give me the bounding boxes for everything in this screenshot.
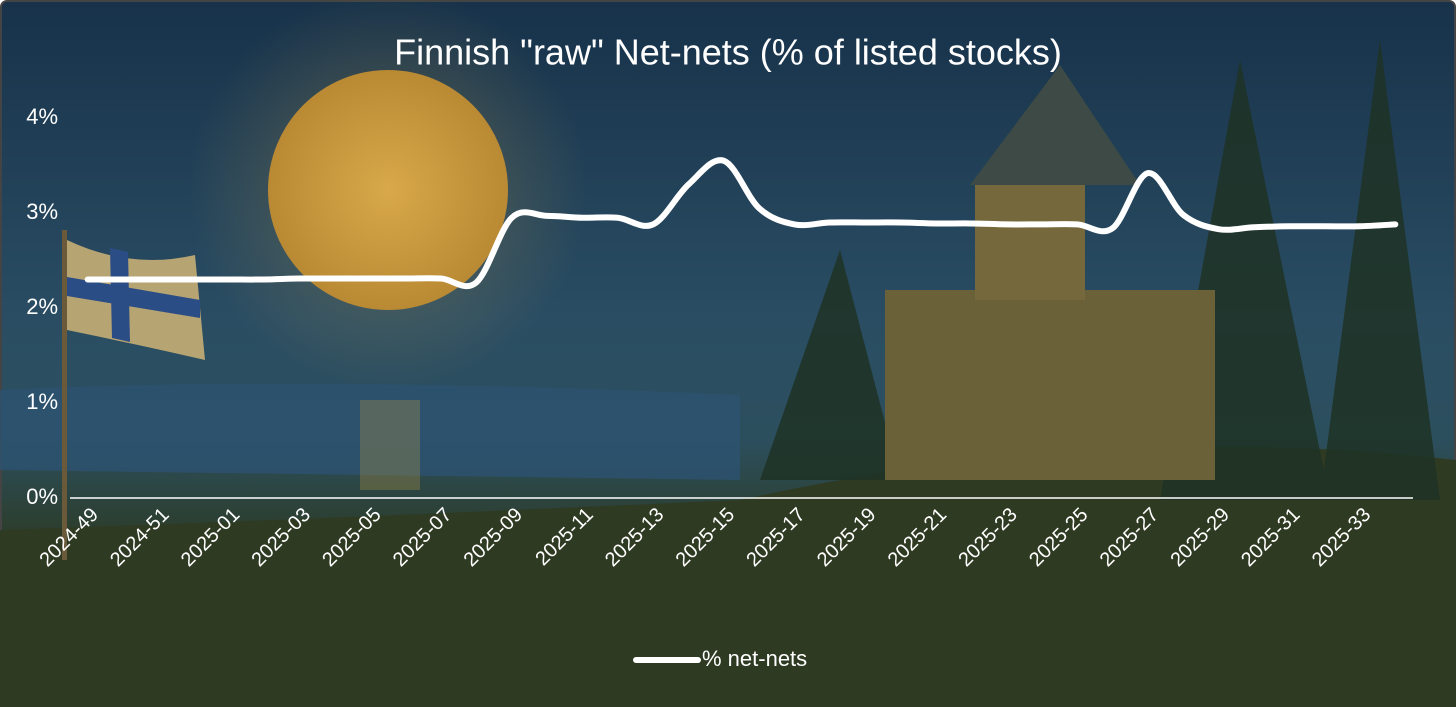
y-tick-label: 0% — [26, 484, 58, 509]
y-tick-label: 4% — [26, 104, 58, 129]
y-tick-label: 1% — [26, 389, 58, 414]
y-tick-label: 3% — [26, 199, 58, 224]
legend-label: % net-nets — [702, 646, 807, 671]
chart-title: Finnish "raw" Net-nets (% of listed stoc… — [394, 32, 1062, 73]
data-line — [84, 157, 1399, 290]
y-tick-label: 2% — [26, 294, 58, 319]
